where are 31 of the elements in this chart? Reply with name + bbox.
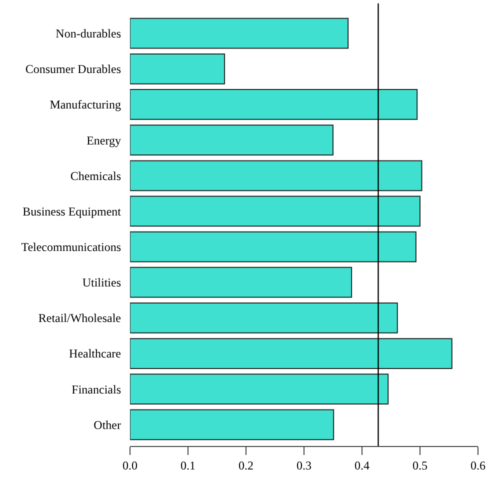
y-tick-label: Financials	[72, 382, 122, 396]
bar	[130, 53, 226, 84]
bar	[130, 89, 418, 120]
x-tick-label: 0.0	[122, 458, 138, 472]
bar	[130, 196, 420, 227]
y-tick-label: Healthcare	[69, 346, 121, 361]
y-tick-label: Telecommunications	[21, 240, 122, 254]
y-tick-label: Other	[94, 418, 121, 432]
bar	[130, 374, 389, 405]
x-tick-label: 0.3	[296, 458, 312, 472]
y-tick-label: Non-durables	[56, 26, 122, 41]
x-tick-label: 0.4	[354, 458, 370, 472]
x-tick-label: 0.1	[180, 458, 196, 472]
bar	[130, 160, 422, 192]
bar	[130, 302, 398, 334]
y-tick-label: Utilities	[82, 276, 122, 290]
bar	[130, 231, 416, 262]
bar	[130, 266, 352, 298]
x-tick-label: 0.2	[238, 458, 254, 472]
bar	[130, 409, 334, 440]
y-tick-label: Energy	[86, 133, 121, 148]
y-tick-label: Consumer Durables	[25, 62, 122, 76]
bar	[130, 124, 334, 156]
x-tick-label: 0.6	[470, 458, 486, 472]
bar	[130, 18, 349, 49]
x-tick-label: 0.5	[412, 458, 428, 472]
y-tick-label: Manufacturing	[50, 98, 121, 112]
y-tick-label: Retail/Wholesale	[38, 311, 121, 326]
y-tick-label: Chemicals	[70, 168, 122, 183]
y-tick-label: Business Equipment	[22, 204, 122, 218]
bar	[130, 338, 452, 369]
